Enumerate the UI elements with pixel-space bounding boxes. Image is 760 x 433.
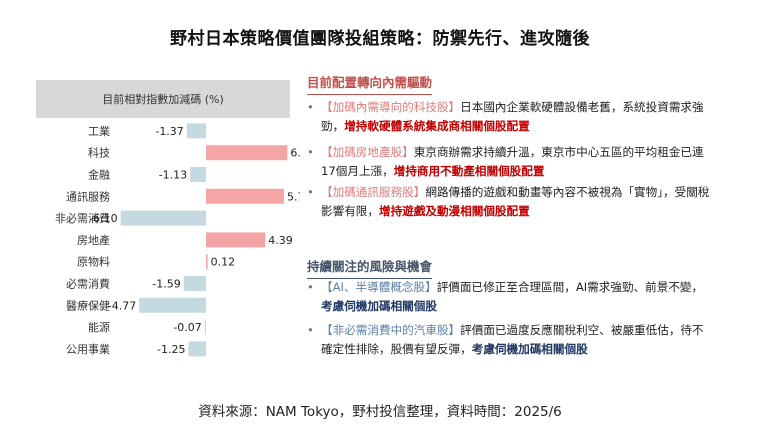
bullet-icon: • <box>307 145 314 159</box>
category-label: 科技 <box>88 146 110 160</box>
category-label: 原物料 <box>77 255 110 269</box>
value-label: -1.13 <box>159 169 187 182</box>
bar <box>206 254 208 270</box>
section-title-domestic: 目前配置轉向內需驅動 <box>307 72 433 95</box>
bar <box>204 319 206 335</box>
bullet-icon: • <box>307 100 314 114</box>
list-item-communication: • 【加碼通訊服務股】網路傳播的遊戲和動畫等內容不被視為「實物」，受關稅影響有限… <box>307 183 713 221</box>
bar <box>206 145 288 161</box>
bar <box>206 188 285 204</box>
bar <box>188 341 206 357</box>
list-item-auto: • 【非必需消費中的汽車股】評價面已過度反應關稅利空、被嚴重低估，待不確定性排除… <box>307 321 713 359</box>
bar <box>120 210 206 226</box>
item-highlight: 增持軟硬體系統集成商相關個股配置 <box>344 119 530 133</box>
bar <box>190 167 206 182</box>
list-item-ai: • 【AI、半導體概念股】評價面已修正至合理區間，AI需求強勁、前景不變， 考慮伺… <box>307 278 713 316</box>
item-highlight: 考慮伺機加碼相關個股 <box>321 299 437 313</box>
category-label: 金融 <box>88 168 110 182</box>
item-text: 日本國內企業軟硬體設備老舊，系統投資需求強勁， <box>321 100 704 133</box>
category-label: 必需消費 <box>66 277 110 291</box>
item-text: 網路傳播的遊戲和動畫等內容不被視為「實物」，受關稅影響有限， <box>321 185 710 218</box>
item-tag: 【加碼內需導向的科技股】 <box>321 100 461 114</box>
value-label: 6.03 <box>290 147 300 160</box>
item-text: 東京商辦需求持續升溫，東京市中心五區的平均租金已連17個月上漲， <box>321 145 704 178</box>
list-item-realestate: • 【加碼房地產股】東京商辦需求持續升溫，東京市中心五區的平均租金已連17個月上… <box>307 143 713 181</box>
item-highlight: 增持商用不動產相關個股配置 <box>393 164 545 178</box>
value-label: -6.10 <box>89 212 117 225</box>
bar <box>183 276 206 291</box>
value-label: 5.78 <box>287 190 300 203</box>
item-tag: 【加碼房地產股】 <box>321 145 414 159</box>
category-label: 非必需消費 <box>55 211 110 225</box>
value-label: -1.25 <box>157 343 185 356</box>
chart-title: 目前相對指數加減碼 (%) <box>36 80 290 118</box>
value-label: 4.39 <box>268 234 293 247</box>
value-label: -4.77 <box>108 299 136 312</box>
category-label: 醫療保健 <box>66 298 110 312</box>
bar <box>206 232 266 248</box>
category-label: 能源 <box>88 320 110 334</box>
item-tag: 【加碼通訊服務股】 <box>321 185 426 199</box>
value-label: -1.37 <box>155 125 183 138</box>
bullet-icon: • <box>307 185 314 199</box>
category-label: 工業 <box>88 125 110 138</box>
bar-chart: 工業 -1.37 科技 6.03 金融 -1.13 通訊服務 5.78 非必需消費-6.10 房地… <box>55 123 300 357</box>
category-label: 公用事業 <box>66 343 110 356</box>
item-tag: 【非必需消費中的汽車股】 <box>321 323 461 337</box>
value-label: 0.12 <box>211 256 236 269</box>
item-highlight: 增持遊戲及動漫相關個股配置 <box>378 204 530 218</box>
item-text: 評價面已修正至合理區間，AI需求強勁、前景不變， <box>436 280 704 294</box>
item-tag: 【AI、半導體概念股】 <box>321 280 437 294</box>
value-label: -0.07 <box>173 321 201 334</box>
item-text: 評價面已過度反應關稅利空、被嚴重低估，待不確定性排除，股價有望反彈， <box>321 323 704 356</box>
list-item-tech: • 【加碼內需導向的科技股】日本國內企業軟硬體設備老舊，系統投資需求強勁，增持軟… <box>307 98 713 136</box>
bar <box>186 123 206 139</box>
value-label: -1.59 <box>152 278 180 291</box>
item-highlight: 考慮伺機加碼相關個股 <box>471 342 588 356</box>
source-note: 資料來源：NAM Tokyo，野村投信整理，資料時間：2025/6 <box>198 404 562 420</box>
section-title-risks: 持續關注的風險與機會 <box>307 256 433 279</box>
bullet-icon: • <box>307 280 314 294</box>
bullet-icon: • <box>307 323 314 337</box>
page-title: 野村日本策略價值團隊投組策略：防禦先行、進攻隨後 <box>170 29 590 49</box>
category-label: 房地產 <box>77 233 110 247</box>
bar <box>139 297 206 313</box>
category-label: 通訊服務 <box>66 189 110 203</box>
